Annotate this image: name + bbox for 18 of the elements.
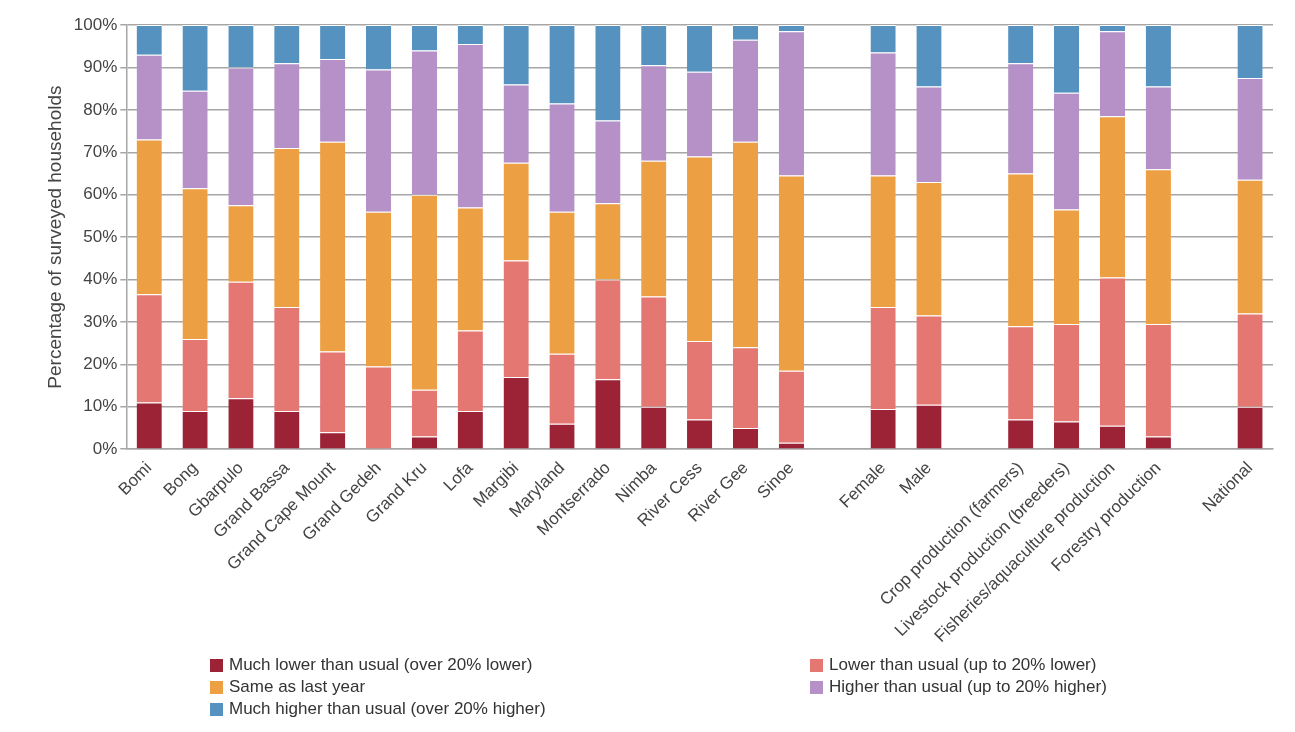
y-tick-label: 0% — [92, 438, 118, 458]
y-axis-title: Percentage of surveyed households — [43, 85, 65, 389]
y-tick-label: 50% — [83, 226, 118, 246]
y-tick-label: 80% — [83, 99, 118, 119]
y-tick-label: 20% — [83, 354, 118, 374]
y-tick-label: 10% — [83, 396, 118, 416]
y-tick-label: 40% — [83, 269, 118, 289]
legend-label: Same as last year — [229, 677, 366, 697]
legend-label: Higher than usual (up to 20% higher) — [829, 677, 1107, 697]
y-tick-label: 60% — [83, 184, 118, 204]
x-tick-label: Lofa — [439, 457, 477, 495]
y-tick-label: 100% — [73, 14, 118, 34]
legend-label: Much lower than usual (over 20% lower) — [229, 655, 533, 675]
legend-label: Lower than usual (up to 20% lower) — [829, 655, 1097, 675]
y-tick-label: 30% — [83, 311, 118, 331]
y-tick-label: 70% — [83, 141, 118, 161]
legend-label: Much higher than usual (over 20% higher) — [229, 699, 546, 719]
y-tick-label: 90% — [83, 57, 118, 77]
